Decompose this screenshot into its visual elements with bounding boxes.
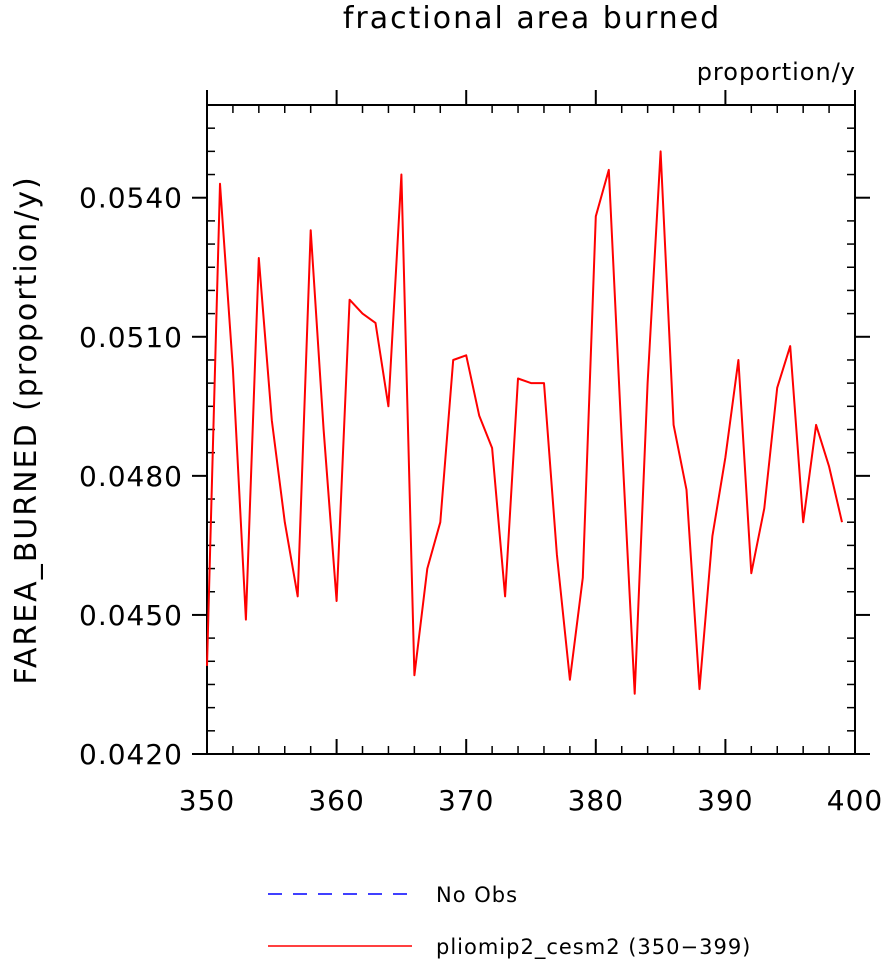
y-axis-label: FAREA_BURNED (proportion/y) [9,175,44,684]
x-tick-label: 370 [438,784,494,817]
x-tick-label: 380 [568,784,624,817]
y-tick-label: 0.0450 [79,599,183,632]
series-line-pliomip2-cesm2 [206,150,843,695]
chart-title: fractional area burned [343,1,721,36]
x-tick-label: 390 [697,784,753,817]
legend-label-no-obs: No Obs [436,883,518,907]
legend-label-pliomip2-cesm2: pliomip2_cesm2 (350−399) [436,935,751,960]
y-tick-label: 0.0540 [79,182,183,215]
y-tick-label: 0.0510 [79,321,183,354]
x-tick-label: 350 [179,784,235,817]
x-tick-labels: 350 360 370 380 390 400 [179,784,883,817]
legend: No Obs pliomip2_cesm2 (350−399) [268,883,751,960]
y-tick-label: 0.0420 [79,738,183,771]
axis-ticks [192,90,870,755]
y-tick-labels: 0.0420 0.0450 0.0480 0.0510 0.0540 [79,182,183,771]
x-tick-label: 400 [827,784,883,817]
x-tick-label: 360 [308,784,364,817]
units-label: proportion/y [697,58,856,86]
y-tick-label: 0.0480 [79,460,183,493]
